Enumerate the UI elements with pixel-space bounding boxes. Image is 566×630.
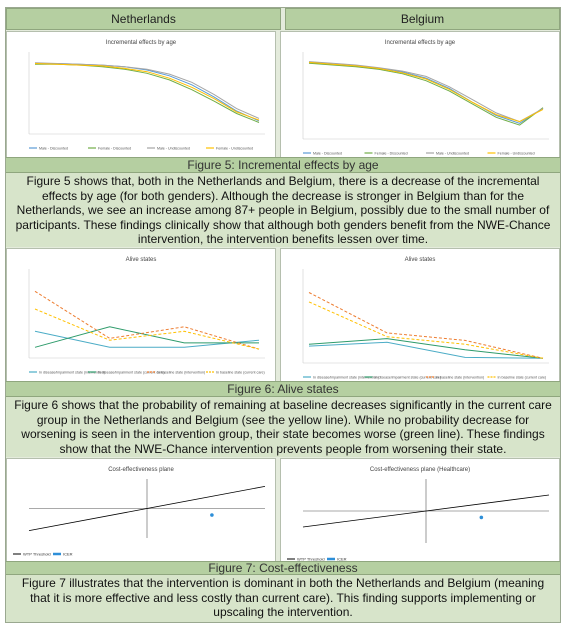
series-line <box>34 63 260 121</box>
legend-label: In disease/impairment state (current car… <box>98 371 165 375</box>
series-line <box>308 62 544 126</box>
series-line <box>308 341 544 359</box>
figure-text: Figure 5 shows that, both in the Netherl… <box>6 173 560 247</box>
legend-label: Female - Discounted <box>98 147 131 151</box>
series-line <box>308 61 544 124</box>
legend-label: Male - Discounted <box>39 147 68 151</box>
figure-caption: Figure 7: Cost-effectiveness <box>6 561 560 575</box>
legend-label: Male - Undiscounted <box>157 147 190 151</box>
legend-label: In disease/impairment state (current car… <box>375 376 442 380</box>
legend-label: In baseline state (current care) <box>498 376 547 380</box>
series-line <box>308 301 544 359</box>
chart-box: Cost-effectiveness plane (Healthcare) WTP… <box>280 458 560 571</box>
icer-point <box>210 513 214 517</box>
chart-box: Alive states In disease/impairment state … <box>280 248 560 391</box>
legend-label: In disease/impairment state (interventio… <box>39 371 105 375</box>
chart-title: Alive states <box>405 257 436 263</box>
legend-label: In baseline state (intervention) <box>157 371 205 375</box>
chart-box: Cost-effectiveness plane WTP Threshold ICE… <box>6 458 276 571</box>
figure-caption: Figure 6: Alive states <box>6 381 560 397</box>
chart: Alive states In disease/impairment state … <box>302 257 549 380</box>
legend-label: In baseline state (intervention) <box>436 376 484 380</box>
chart-row: Cost-effectiveness plane WTP Threshold ICE… <box>6 458 560 571</box>
chart-title: Cost-effectiveness plane <box>108 467 174 473</box>
legend-label: WTP Threshold <box>297 557 325 562</box>
series-line <box>308 292 544 359</box>
legend-label: ICER <box>337 557 347 562</box>
chart: Incremental effects by age Male - Discoun… <box>28 40 265 151</box>
figure-caption: Figure 5: Incremental effects by age <box>6 157 560 173</box>
series-line <box>34 326 259 348</box>
chart-title: Cost-effectiveness plane (Healthcare) <box>370 467 470 473</box>
legend-label: In baseline state (current care) <box>216 371 265 375</box>
figure-text: Figure 6 shows that the probability of r… <box>6 397 560 457</box>
series-line <box>308 61 544 123</box>
chart-row: Alive states In disease/impairment state … <box>6 248 560 391</box>
legend-label: Female - Undiscounted <box>498 152 535 156</box>
chart-box: Incremental effects by age Male - Discoun… <box>6 31 276 167</box>
legend-label: ICER <box>63 552 73 557</box>
chart-title: Incremental effects by age <box>385 40 456 46</box>
series-line <box>34 62 260 119</box>
legend-label: WTP Threshold <box>23 552 51 557</box>
document: Netherlands Belgium Incremental effects … <box>5 7 561 623</box>
chart-row: Incremental effects by age Male - Discoun… <box>6 31 560 167</box>
series-line <box>34 308 260 350</box>
icer-point <box>479 515 484 520</box>
figure-text: Figure 7 illustrates that the interventi… <box>6 575 560 622</box>
threshold-line <box>302 494 550 528</box>
series-line <box>34 290 260 350</box>
legend-label: Male - Undiscounted <box>436 152 469 156</box>
chart: Alive states In disease/impairment state … <box>28 257 265 375</box>
series-line <box>308 338 544 359</box>
series-line <box>34 330 260 348</box>
series-line <box>35 63 260 123</box>
chart: Incremental effects by age Male - Discoun… <box>302 40 549 156</box>
column-header: Belgium <box>285 8 560 30</box>
legend-label: Male - Discounted <box>313 152 342 156</box>
chart-title: Alive states <box>126 257 157 263</box>
chart: Cost-effectiveness plane (Healthcare) WTP… <box>287 467 550 562</box>
chart-box: Alive states In disease/impairment state … <box>6 248 276 391</box>
chart-box: Incremental effects by age Male - Discoun… <box>280 31 560 167</box>
legend-label: In disease/impairment state (interventio… <box>313 376 379 380</box>
chart: Cost-effectiveness plane WTP Threshold ICE… <box>13 467 266 557</box>
legend-label: Female - Undiscounted <box>216 147 253 151</box>
header-row: Netherlands Belgium <box>6 8 560 30</box>
chart-title: Incremental effects by age <box>106 40 177 46</box>
legend-label: Female - Discounted <box>375 152 408 156</box>
column-header: Netherlands <box>6 8 281 30</box>
threshold-line <box>28 486 266 531</box>
series-line <box>308 61 544 123</box>
